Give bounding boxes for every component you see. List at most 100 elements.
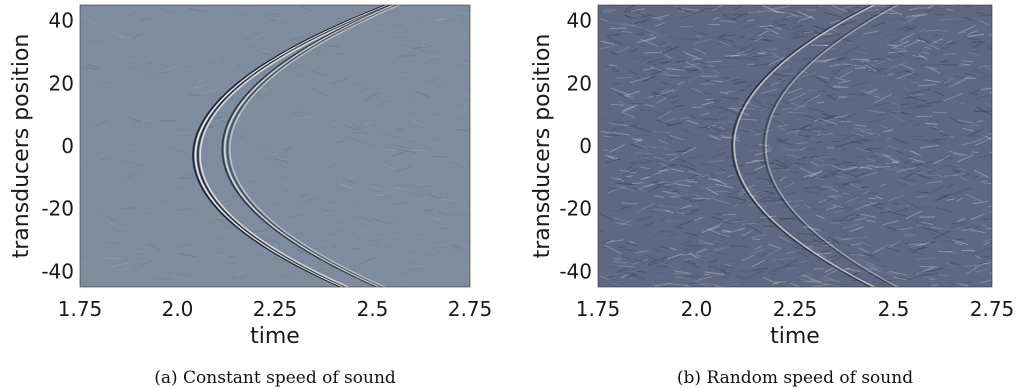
noise-streak — [317, 241, 333, 246]
noise-streak — [785, 129, 801, 135]
noise-streak — [787, 111, 808, 114]
noise-streak — [713, 137, 722, 141]
noise-streak — [652, 248, 662, 253]
noise-streak — [398, 72, 410, 77]
noise-streak — [862, 252, 881, 262]
noise-streak — [863, 190, 870, 195]
noise-streak — [241, 30, 250, 36]
noise-streak — [950, 223, 966, 229]
noise-streak — [289, 36, 304, 42]
noise-streak — [892, 201, 907, 208]
noise-streak — [842, 222, 861, 230]
noise-streak — [351, 123, 364, 131]
noise-streak — [183, 168, 196, 172]
noise-streak — [728, 120, 735, 124]
noise-streak — [668, 76, 688, 79]
noise-streak — [889, 48, 907, 57]
noise-streak — [952, 281, 972, 285]
noise-streak — [822, 249, 830, 254]
noise-streak — [372, 217, 392, 226]
noise-streak — [713, 178, 728, 186]
noise-streak — [741, 184, 756, 192]
noise-streak — [419, 126, 431, 131]
noise-streak — [254, 93, 263, 98]
noise-streak — [857, 138, 874, 141]
noise-streak — [700, 112, 710, 116]
noise-streak — [756, 177, 775, 182]
noise-streak — [325, 233, 338, 236]
noise-streak — [808, 170, 822, 178]
noise-streak — [328, 242, 337, 248]
noise-streak — [397, 54, 417, 57]
noise-streak — [828, 158, 837, 161]
noise-streak — [960, 63, 971, 66]
noise-streak — [837, 56, 848, 60]
noise-streak — [846, 164, 862, 167]
noise-streak — [110, 115, 118, 121]
noise-streak — [659, 245, 669, 250]
noise-streak — [964, 5, 972, 8]
noise-streak — [669, 134, 684, 141]
noise-streak — [147, 243, 163, 251]
noise-streak — [773, 158, 787, 166]
noise-streak — [774, 163, 787, 168]
noise-streak — [969, 128, 984, 136]
noise-streak — [887, 63, 904, 71]
noise-streak — [987, 205, 992, 208]
noise-streak — [320, 208, 329, 213]
noise-streak — [633, 125, 652, 133]
noise-streak — [788, 113, 805, 116]
noise-streak — [687, 72, 705, 83]
noise-streak — [726, 259, 740, 262]
noise-streak — [918, 54, 928, 60]
noise-streak — [919, 226, 939, 233]
noise-streak — [915, 205, 935, 209]
noise-streak — [208, 54, 220, 61]
noise-streak — [761, 5, 780, 14]
x-tick-label: 2.0 — [162, 297, 194, 321]
noise-streak — [903, 233, 916, 236]
noise-streak — [689, 282, 703, 285]
noise-streak — [847, 216, 856, 218]
noise-streak — [915, 220, 923, 225]
noise-streak — [360, 256, 376, 265]
noise-streak — [832, 204, 844, 208]
noise-streak — [975, 69, 990, 78]
noise-streak — [646, 57, 665, 64]
y-tick-label: 40 — [567, 9, 592, 33]
noise-streak — [792, 246, 809, 252]
noise-streak — [853, 194, 861, 199]
noise-streak — [736, 126, 755, 133]
noise-streak — [721, 39, 737, 49]
noise-streak — [879, 172, 887, 175]
noise-streak — [882, 155, 892, 157]
noise-streak — [342, 178, 354, 184]
noise-streak — [972, 40, 983, 44]
noise-streak — [109, 222, 126, 231]
noise-streak — [870, 32, 884, 37]
noise-streak — [719, 263, 731, 267]
noise-streak — [784, 191, 796, 197]
wavefront-dark-1 — [731, 5, 874, 287]
noise-streak — [871, 281, 890, 287]
noise-streak — [660, 73, 680, 77]
noise-streak — [685, 61, 704, 71]
noise-streak — [647, 229, 665, 240]
noise-streak — [732, 227, 746, 233]
noise-streak — [910, 245, 918, 249]
noise-streak — [915, 39, 925, 43]
noise-streak — [952, 237, 963, 243]
noise-streak — [930, 41, 939, 45]
noise-streak — [799, 68, 808, 74]
noise-streak — [846, 93, 866, 97]
noise-streak — [949, 193, 960, 198]
noise-streak — [991, 137, 992, 139]
noise-streak — [624, 14, 632, 19]
wavefront-dark-2 — [762, 5, 898, 287]
noise-streak — [817, 281, 827, 284]
noise-streak — [909, 7, 918, 11]
noise-streak — [357, 89, 375, 97]
noise-streak — [249, 177, 256, 180]
noise-streak — [719, 32, 727, 38]
noise-streak — [925, 7, 938, 13]
